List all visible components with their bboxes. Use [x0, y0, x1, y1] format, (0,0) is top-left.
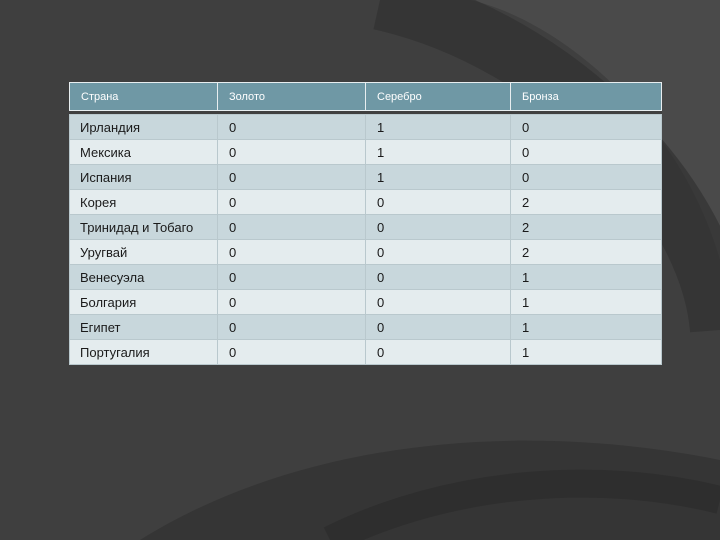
- header-country: Страна: [69, 82, 218, 111]
- bronze-cell: 1: [510, 264, 662, 290]
- country-cell: Тринидад и Тобаго: [69, 214, 218, 240]
- header-gold: Золото: [217, 82, 366, 111]
- gold-cell: 0: [217, 114, 366, 140]
- silver-cell: 0: [365, 339, 511, 365]
- table-row: Болгария 0 0 1: [69, 289, 662, 315]
- bronze-cell: 1: [510, 289, 662, 315]
- gold-cell: 0: [217, 289, 366, 315]
- table-row: Венесуэла 0 0 1: [69, 264, 662, 290]
- header-gap-cell: [69, 110, 662, 115]
- medal-table: Страна Золото Серебро Бронза Ирландия 0 1 0…: [69, 82, 662, 365]
- silver-cell: 1: [365, 164, 511, 190]
- bronze-cell: 0: [510, 114, 662, 140]
- silver-cell: 1: [365, 139, 511, 165]
- gold-cell: 0: [217, 339, 366, 365]
- gold-cell: 0: [217, 264, 366, 290]
- gold-cell: 0: [217, 314, 366, 340]
- country-cell: Ирландия: [69, 114, 218, 140]
- country-cell: Испания: [69, 164, 218, 190]
- gold-cell: 0: [217, 239, 366, 265]
- country-cell: Мексика: [69, 139, 218, 165]
- table-row: Египет 0 0 1: [69, 314, 662, 340]
- gold-cell: 0: [217, 189, 366, 215]
- header-gap: [69, 110, 662, 115]
- silver-cell: 0: [365, 214, 511, 240]
- country-cell: Венесуэла: [69, 264, 218, 290]
- bronze-cell: 0: [510, 139, 662, 165]
- table-row: Уругвай 0 0 2: [69, 239, 662, 265]
- country-cell: Уругвай: [69, 239, 218, 265]
- table-row: Тринидад и Тобаго 0 0 2: [69, 214, 662, 240]
- silver-cell: 0: [365, 289, 511, 315]
- silver-cell: 0: [365, 314, 511, 340]
- bronze-cell: 1: [510, 339, 662, 365]
- background-arc: [470, 0, 720, 260]
- gold-cell: 0: [217, 139, 366, 165]
- table-body: Ирландия 0 1 0 Мексика 0 1 0 Испания 0 1 0 Корея 0 0 2 Т…: [69, 114, 662, 365]
- country-cell: Португалия: [69, 339, 218, 365]
- table-header-row: Страна Золото Серебро Бронза: [69, 82, 662, 111]
- silver-cell: 0: [365, 189, 511, 215]
- table-row: Ирландия 0 1 0: [69, 114, 662, 140]
- silver-cell: 1: [365, 114, 511, 140]
- silver-cell: 0: [365, 239, 511, 265]
- silver-cell: 0: [365, 264, 511, 290]
- bronze-cell: 1: [510, 314, 662, 340]
- gold-cell: 0: [217, 214, 366, 240]
- bronze-cell: 2: [510, 214, 662, 240]
- table-row: Мексика 0 1 0: [69, 139, 662, 165]
- table-row: Португалия 0 0 1: [69, 339, 662, 365]
- bronze-cell: 2: [510, 189, 662, 215]
- table-row: Корея 0 0 2: [69, 189, 662, 215]
- gold-cell: 0: [217, 164, 366, 190]
- header-silver: Серебро: [365, 82, 511, 111]
- bronze-cell: 0: [510, 164, 662, 190]
- background-arc-lower-2: [323, 469, 720, 540]
- country-cell: Болгария: [69, 289, 218, 315]
- header-bronze: Бронза: [510, 82, 662, 111]
- country-cell: Египет: [69, 314, 218, 340]
- table-row: Испания 0 1 0: [69, 164, 662, 190]
- bronze-cell: 2: [510, 239, 662, 265]
- country-cell: Корея: [69, 189, 218, 215]
